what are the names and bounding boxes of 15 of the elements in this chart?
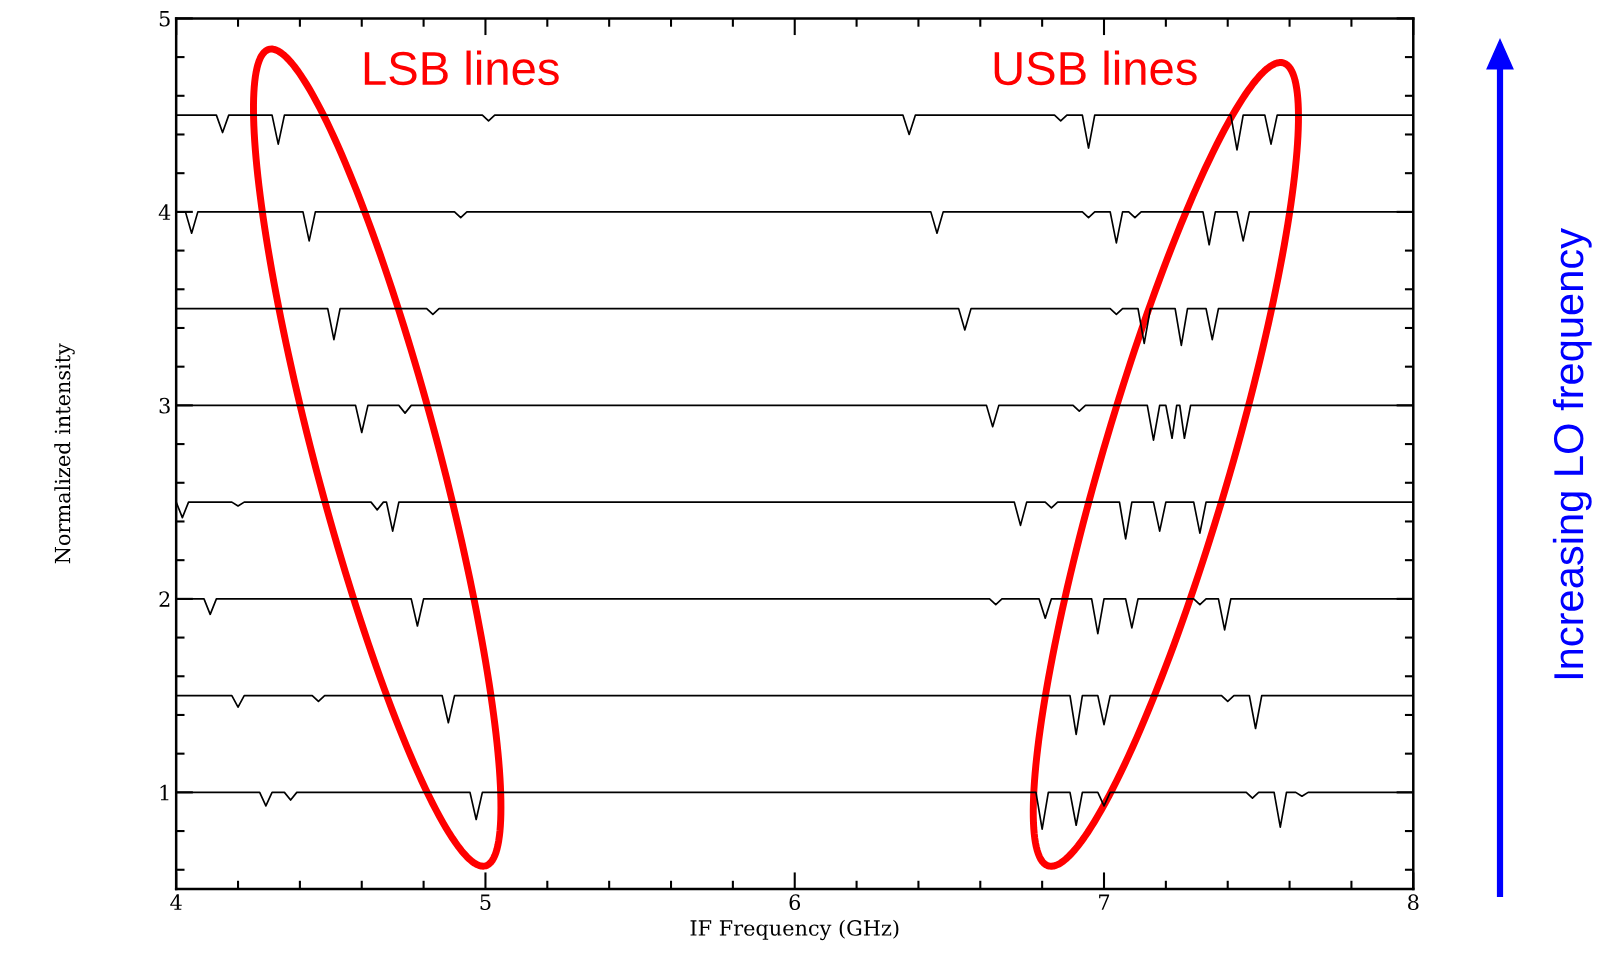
y-axis-title: Normalized intensity (54, 343, 75, 564)
annotation: LSB lines (364, 50, 559, 86)
x-axis-title: IF Frequency (GHz) (690, 919, 899, 941)
x-tick-label: 6 (789, 894, 801, 911)
x-tick-label: 7 (1099, 894, 1110, 910)
x-tick-label: 8 (1408, 894, 1419, 911)
text: Increasing LO frequency (1552, 228, 1592, 679)
annotation: USB lines (994, 50, 1197, 86)
x-tick-label: 4 (170, 894, 182, 910)
y-tick-label: 5 (159, 11, 170, 27)
y-tick-label: 2 (159, 591, 170, 607)
y-tick-label: 3 (159, 397, 170, 414)
y-tick-label: 4 (158, 204, 171, 220)
y-tick-label: 1 (160, 784, 169, 801)
x-tick-label: 5 (480, 894, 491, 911)
